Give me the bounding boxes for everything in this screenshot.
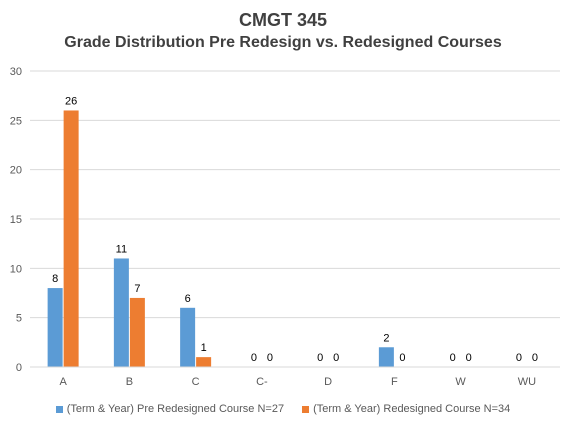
y-tick-label: 0 [16, 362, 22, 374]
data-label: 7 [134, 283, 140, 295]
x-tick-label: D [324, 376, 332, 388]
data-label: 0 [532, 352, 538, 364]
x-tick-label: B [126, 376, 133, 388]
legend: (Term & Year) Pre Redesigned Course N=27… [0, 403, 566, 415]
bar-series-0-F [378, 347, 394, 367]
bar-series-0-B [113, 258, 129, 367]
data-label: 11 [116, 243, 127, 255]
bar-series-1-A [63, 110, 79, 367]
y-tick-label: 15 [10, 214, 22, 226]
data-label: 6 [185, 293, 191, 305]
data-label: 0 [399, 352, 405, 364]
legend-label-redesigned: (Term & Year) Redesigned Course N=34 [313, 403, 511, 415]
legend-label-pre: (Term & Year) Pre Redesigned Course N=27 [66, 403, 285, 415]
x-tick-label: W [455, 376, 466, 388]
bar-series-0-C [180, 307, 196, 367]
legend-item-redesigned: (Term & Year) Redesigned Course N=34 [302, 403, 510, 415]
data-label: 0 [251, 352, 257, 364]
x-tick-label: A [59, 376, 67, 388]
bar-series-1-B [129, 297, 145, 367]
chart-title-block: CMGT 345 Grade Distribution Pre Redesign… [0, 8, 566, 54]
y-tick-label: 25 [10, 115, 22, 127]
legend-item-pre: (Term & Year) Pre Redesigned Course N=27 [55, 403, 285, 415]
chart-title: CMGT 345 [238, 10, 328, 30]
chart-subtitle: Grade Distribution Pre Redesign vs. Rede… [64, 34, 502, 51]
data-label: 26 [65, 95, 77, 107]
y-tick-label: 10 [10, 263, 22, 275]
y-tick-label: 5 [16, 313, 22, 325]
data-label: 0 [317, 352, 323, 364]
x-tick-label: C- [256, 376, 268, 388]
x-tick-label: C [192, 376, 200, 388]
bar-series-1-C [196, 357, 212, 367]
y-tick-label: 30 [10, 66, 22, 78]
data-label: 0 [450, 352, 456, 364]
data-label: 1 [201, 342, 207, 354]
legend-swatch-pre [55, 405, 63, 413]
y-tick-label: 20 [10, 165, 22, 177]
x-tick-label: WU [518, 376, 536, 388]
x-tick-label: F [391, 376, 398, 388]
data-label: 8 [52, 273, 58, 285]
legend-swatch-redesigned [302, 405, 310, 413]
data-label: 2 [383, 332, 389, 344]
data-label: 0 [267, 352, 273, 364]
data-label: 0 [333, 352, 339, 364]
data-label: 0 [466, 352, 472, 364]
data-label: 0 [516, 352, 522, 364]
bar-series-0-A [47, 288, 63, 367]
